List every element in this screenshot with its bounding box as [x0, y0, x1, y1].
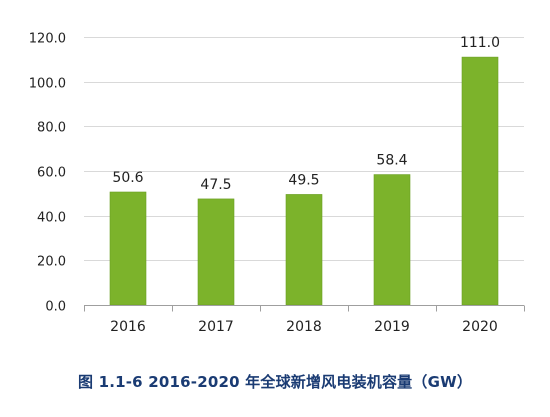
bar-2017: [197, 198, 235, 306]
bar-2018: [285, 194, 323, 306]
x-tick-label: 2020: [462, 319, 498, 335]
y-tick-label: 60.0: [37, 166, 66, 181]
bar-2016: [109, 191, 147, 306]
data-label: 50.6: [112, 170, 143, 186]
data-label: 58.4: [376, 153, 407, 169]
y-tick-label: 40.0: [37, 211, 66, 226]
data-label: 111.0: [460, 35, 500, 51]
data-label: 49.5: [288, 172, 319, 188]
axes: [84, 305, 525, 312]
x-tick-label: 2016: [110, 319, 146, 335]
data-label: 47.5: [200, 177, 231, 193]
x-tick-label: 2019: [374, 319, 410, 335]
figure-caption: 图 1.1-6 2016-2020 年全球新增风电装机容量（GW）: [77, 373, 473, 391]
bar-2019: [373, 174, 411, 306]
y-tick-label: 120.0: [29, 32, 66, 47]
y-tick-label: 100.0: [29, 77, 66, 92]
bars: [109, 56, 499, 306]
labels: 0.0 20.0 40.0 60.0 80.0 100.0 120.0 50.6 2016 47.…: [29, 32, 500, 336]
y-tick-label: 20.0: [37, 255, 66, 270]
bar-2020: [461, 56, 499, 306]
gridlines: [84, 37, 524, 261]
y-tick-label: 80.0: [37, 121, 66, 136]
x-tick-label: 2017: [198, 319, 234, 335]
x-tick-label: 2018: [286, 319, 322, 335]
y-tick-label: 0.0: [45, 300, 66, 315]
